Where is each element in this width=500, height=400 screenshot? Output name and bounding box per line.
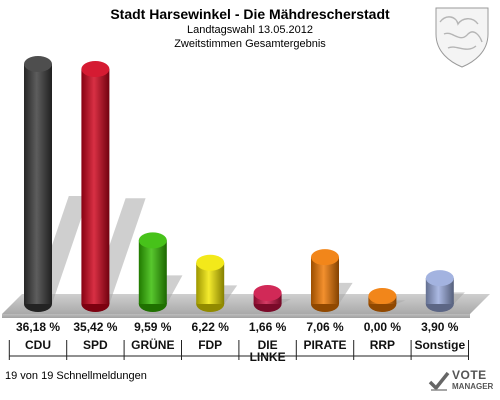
bar [311, 249, 339, 312]
value-label: 1,66 % [249, 320, 287, 334]
checkmark-icon [428, 371, 450, 391]
value-label: 6,22 % [192, 320, 230, 334]
bars [24, 56, 454, 312]
bar [138, 232, 167, 312]
category-label: FDP [198, 338, 222, 352]
value-label: 35,42 % [73, 320, 117, 334]
labels: 36,18 % CDU 35,42 % SPD 9,59 % GRÜNE 6,22 % FDP… [16, 320, 465, 364]
value-label: 0,00 % [364, 320, 402, 334]
category-label: RRP [370, 338, 395, 352]
chart-subtitle-election: Landtagswahl 13.05.2012 [187, 24, 313, 36]
chart-subtitle-result: Zweitstimmen Gesamtergebnis [174, 38, 326, 50]
chart-floor [2, 294, 490, 318]
category-label: DIE [258, 338, 278, 352]
category-label: LINKE [250, 350, 286, 364]
bar [196, 254, 225, 312]
logo-vote: VOTE [452, 368, 487, 382]
reports-status: 19 von 19 Schnellmeldungen [5, 370, 147, 382]
chart-title: Stadt Harsewinkel - Die Mähdrescherstadt [110, 6, 390, 22]
category-label: GRÜNE [131, 337, 174, 352]
category-label: SPD [83, 338, 108, 352]
bar [368, 288, 397, 312]
category-label: Sonstige [414, 338, 465, 352]
bar [253, 284, 282, 312]
bar [24, 56, 52, 312]
logo-manager: MANAGER [452, 382, 494, 391]
value-label: 3,90 % [421, 320, 459, 334]
vote-manager-logo: VOTE MANAGER [428, 368, 496, 396]
category-separators [8, 340, 469, 360]
coat-of-arms-icon [435, 7, 489, 68]
value-label: 7,06 % [306, 320, 344, 334]
category-label: CDU [25, 338, 51, 352]
value-label: 36,18 % [16, 320, 60, 334]
bar [81, 61, 110, 312]
category-label: PIRATE [303, 338, 346, 352]
value-label: 9,59 % [134, 320, 172, 334]
bar [425, 270, 454, 312]
